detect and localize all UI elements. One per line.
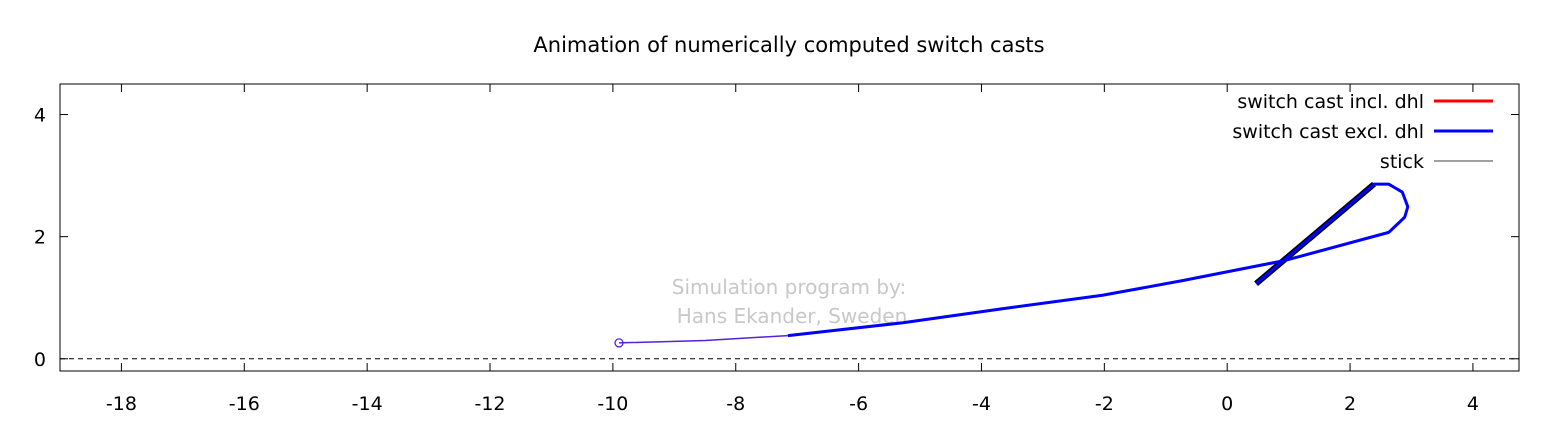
fly-line-tip <box>619 334 789 344</box>
chart-title: Animation of numerically computed switch… <box>533 33 1044 57</box>
x-tick-label: -14 <box>352 393 383 415</box>
fly-line <box>787 182 1410 338</box>
legend-label: switch cast incl. dhl <box>1237 91 1424 113</box>
fly-tip-marker <box>614 338 624 348</box>
x-tick-label: -6 <box>849 393 868 415</box>
x-tick-label: -12 <box>474 393 505 415</box>
legend-label: stick <box>1380 151 1424 173</box>
x-tick-label: -8 <box>726 393 745 415</box>
x-tick-label: -16 <box>229 393 260 415</box>
x-tick-label: 4 <box>1467 393 1479 415</box>
watermark-line-1: Simulation program by: <box>672 275 906 299</box>
x-tick-label: 0 <box>1221 393 1233 415</box>
watermark-line-2: Hans Ekander, Sweden <box>677 304 908 328</box>
x-tick-label: 2 <box>1344 393 1356 415</box>
x-tick-label: -4 <box>972 393 991 415</box>
x-tick-label: -10 <box>597 393 628 415</box>
x-tick-label: -2 <box>1095 393 1114 415</box>
legend: switch cast incl. dhl switch cast excl. d… <box>1232 91 1493 173</box>
y-tick-label: 0 <box>34 349 46 371</box>
y-tick-label: 2 <box>34 227 46 249</box>
legend-label: switch cast excl. dhl <box>1232 121 1424 143</box>
x-tick-label: -18 <box>106 393 137 415</box>
y-tick-label: 4 <box>34 105 46 127</box>
plot-border <box>59 83 1520 372</box>
